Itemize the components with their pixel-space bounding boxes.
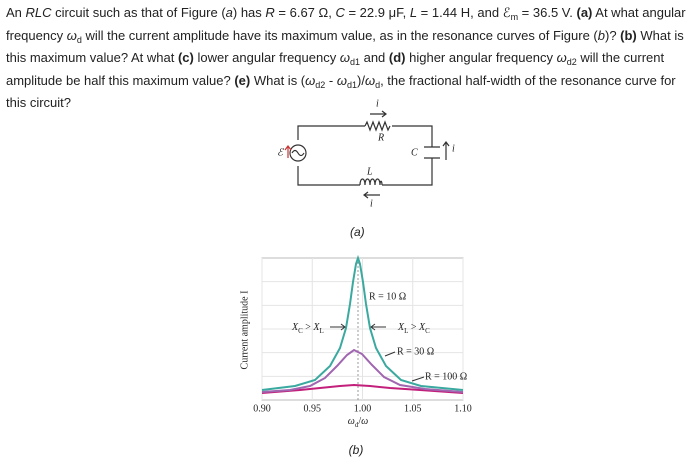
text-run: C [335,5,345,20]
leader-line [384,351,425,382]
x-tick-label: 1.10 [454,403,472,414]
circuit [284,110,450,199]
x-tick-label: 1.05 [404,403,422,414]
text-run: d [76,34,82,45]
resonance-plot [261,254,464,401]
emf-arrow [284,145,292,158]
text-run: )/ [356,72,365,88]
label: ℰ [277,147,284,158]
text-run: a [225,5,233,20]
text-run: )? [604,27,621,43]
resistor [364,120,391,132]
source-wave [291,149,305,157]
text-run: b [597,27,605,43]
text-run: ω [348,416,355,427]
text-run: X [397,322,405,333]
label: L [366,166,373,177]
curve-r100 [261,383,464,394]
text-run: / [358,416,361,427]
label: R [377,132,384,143]
curve-r10 [261,254,464,391]
text-run: (a) [576,5,593,20]
label: i [370,198,373,209]
x-tick-label: 1.00 [354,403,372,414]
text-run: lower angular frequency [193,50,340,65]
label: C [411,147,418,158]
current-arrow [442,141,450,160]
text-run: m [510,12,519,22]
text-run: At what angular frequency [6,5,686,43]
curve-r30 [261,348,464,393]
text-run: d2 [315,79,326,90]
text-run: = 1.44 H, and ℰ [417,5,511,20]
label: i [452,143,455,154]
text-run: circuit such as that of Figure ( [51,5,226,20]
curve-label: R = 30 Ω [397,346,434,357]
text-run: ω [364,72,376,88]
text-run: will the current amplitude have its maxi… [81,27,598,43]
current-arrow [370,110,387,118]
text-run: ω [305,72,316,88]
text-run: (c) [177,50,194,65]
x-tick-label: 0.95 [304,403,322,414]
text-run: will the current amplitude be half this … [6,50,665,88]
caption: (b) [349,443,364,457]
text-run: d1 [349,57,360,67]
y-axis-label: Current amplitude I [239,291,250,370]
text-run: X [312,322,320,333]
curve-label: R = 10 Ω [369,291,406,302]
text-run: - [325,72,337,88]
text-run: d2 [566,57,577,67]
text-run: higher angular frequency [405,50,557,65]
text-run: C [298,327,303,335]
text-run: L [409,5,418,20]
label: i [376,98,379,109]
text-run: ω [66,27,77,43]
text-run: and [359,50,389,65]
text-run: > [408,322,419,333]
text-run: C [425,327,430,335]
capacitor [424,146,440,159]
text-run: L [404,327,408,335]
curve-label: R = 100 Ω [425,371,467,382]
current-arrow [363,191,380,199]
text-run: = 22.9 μF, [344,5,410,20]
text-run: RLC [25,5,52,20]
text-run: ) has [232,5,266,20]
text-run: ω [336,72,347,88]
text-run: d [355,421,359,429]
text-run: What is ( [250,72,306,88]
text-run: d [375,79,381,90]
text-run: R [265,5,275,20]
x-axis-label: ωd/ω [348,416,368,428]
wire [297,125,433,186]
half-width-arrows [330,323,386,331]
text-run: X [291,322,299,333]
text-run: d1 [346,79,357,90]
text-run: X [418,322,426,333]
text-run: L [320,327,324,335]
region-label: XL > XC [397,322,430,334]
text-run: ω [339,50,350,65]
text-run: An [6,5,26,20]
region-label: XC > XL [291,322,324,334]
text-run: ω [556,50,567,65]
problem-text: An RLC circuit such as that of Figure (a… [6,4,698,112]
text-run: = 6.67 Ω, [274,5,336,20]
text-run: , the fractional half-width of the reson… [6,72,676,111]
caption: (a) [350,225,365,239]
text-run: What is this maximum value? At what [6,27,684,66]
x-tick-label: 0.90 [253,403,271,414]
text-run: ω [361,416,368,427]
source [289,144,307,162]
text-run: (d) [388,50,406,65]
inductor [359,178,383,186]
text-run: > [303,322,314,333]
text-run: (e) [234,72,251,88]
text-run: = 36.5 V. [518,5,577,20]
text-run: (b) [620,27,637,43]
